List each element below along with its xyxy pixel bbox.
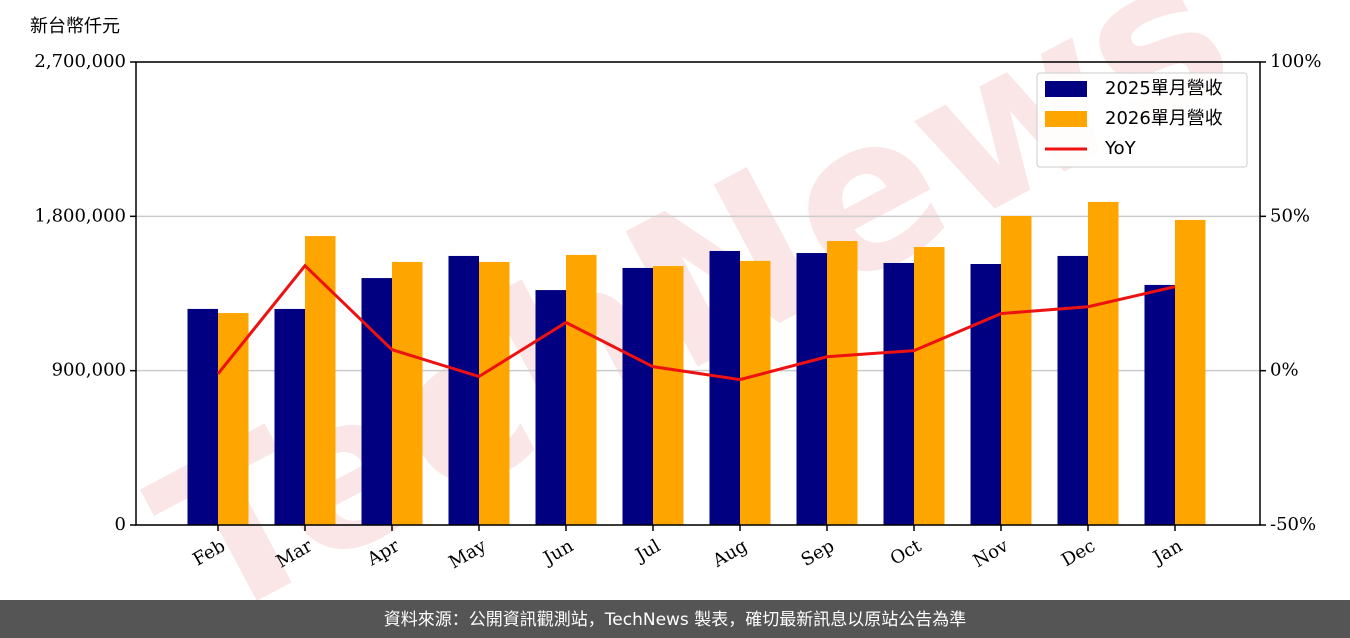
legend-label: YoY bbox=[1104, 138, 1137, 159]
bar bbox=[1057, 255, 1088, 525]
legend-label: 2026單月營收 bbox=[1105, 108, 1223, 129]
x-tick-label: Jan bbox=[1148, 535, 1186, 569]
y-tick-label: 1,800,000 bbox=[34, 205, 126, 226]
bar bbox=[392, 261, 423, 525]
bar bbox=[361, 278, 392, 525]
bar bbox=[187, 308, 218, 525]
x-tick-label: Jul bbox=[630, 535, 664, 567]
legend-box bbox=[1036, 72, 1248, 168]
bar bbox=[827, 241, 858, 525]
bar bbox=[305, 236, 336, 525]
legend-swatch bbox=[1045, 81, 1087, 97]
bar bbox=[970, 264, 1001, 525]
bar bbox=[740, 260, 771, 525]
bar bbox=[1088, 201, 1119, 525]
x-tick-label: Nov bbox=[970, 535, 1013, 572]
bar bbox=[709, 250, 740, 525]
x-tick-label: Aug bbox=[708, 535, 751, 572]
bar bbox=[218, 313, 249, 525]
bar bbox=[1001, 215, 1032, 526]
bar bbox=[535, 290, 566, 525]
footer-source: 資料來源：公開資訊觀測站，TechNews 製表，確切最新訊息以原站公告為準 bbox=[384, 610, 966, 630]
bar bbox=[796, 253, 827, 525]
unit-label: 新台幣仟元 bbox=[30, 16, 120, 37]
bar bbox=[914, 247, 945, 526]
bar bbox=[883, 262, 914, 525]
y2-tick-label: 0% bbox=[1270, 360, 1299, 381]
bar bbox=[566, 254, 597, 525]
legend-label: 2025單月營收 bbox=[1105, 78, 1223, 99]
bar bbox=[1175, 219, 1206, 525]
y-tick-label: 900,000 bbox=[52, 360, 126, 381]
y2-tick-label: 50% bbox=[1270, 205, 1310, 226]
bar bbox=[479, 261, 510, 525]
x-tick-label: Dec bbox=[1058, 535, 1099, 571]
legend-swatch bbox=[1045, 111, 1087, 127]
bar bbox=[622, 267, 653, 525]
y-tick-label: 2,700,000 bbox=[34, 51, 126, 72]
x-tick-label: Sep bbox=[798, 535, 838, 570]
y2-tick-label: 100% bbox=[1270, 51, 1321, 72]
line bbox=[216, 263, 1176, 382]
bar bbox=[448, 255, 479, 525]
x-tick-label: Jun bbox=[538, 535, 577, 570]
footer-band bbox=[0, 600, 1350, 638]
y2-tick-label: -50% bbox=[1270, 514, 1316, 535]
bar bbox=[653, 266, 684, 525]
y-tick-label: 0 bbox=[115, 514, 126, 535]
bar bbox=[274, 308, 305, 525]
x-tick-label: Oct bbox=[887, 535, 926, 570]
plot-frame bbox=[135, 61, 1261, 526]
bar bbox=[1144, 284, 1175, 525]
